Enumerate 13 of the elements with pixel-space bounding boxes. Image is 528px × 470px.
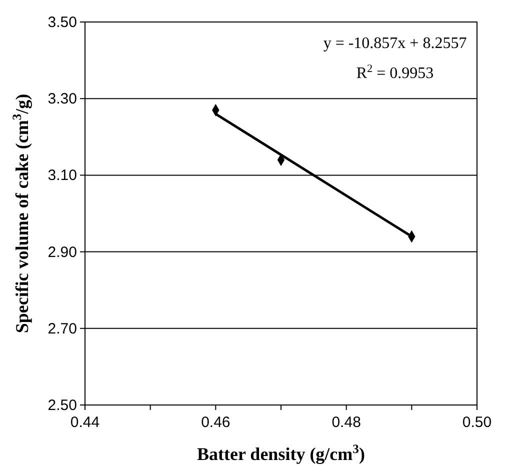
y-tick-label: 3.10 (48, 167, 77, 184)
y-tick-label: 2.50 (48, 397, 77, 414)
annotation: R$^{2}$ = 0.9953 (356, 63, 434, 82)
x-tick-label: 0.50 (462, 414, 492, 431)
y-tick-label: 2.90 (48, 244, 77, 261)
y-tick-label: 2.70 (48, 320, 77, 338)
x-tick-label: 0.48 (332, 414, 361, 431)
x-tick-label: 0.46 (201, 414, 230, 431)
annotation: y = -10.857x + 8.2557 (323, 35, 467, 52)
x-tick-label: 0.44 (70, 414, 100, 431)
x-axis-title: Batter density (g/cm$^{3}$) (197, 442, 365, 464)
y-tick-label: 3.30 (48, 90, 77, 108)
y-tick-label: 3.50 (48, 14, 77, 31)
